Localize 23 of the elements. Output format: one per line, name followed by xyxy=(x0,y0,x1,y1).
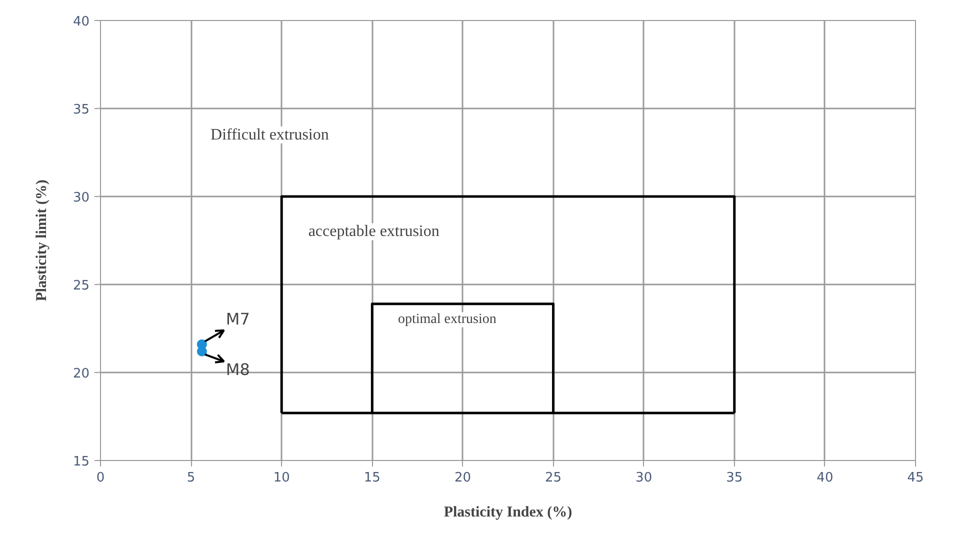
series-label: M7 xyxy=(226,309,250,328)
annotation: Difficult extrusion xyxy=(210,126,329,144)
y-tick-label: 25 xyxy=(72,278,90,294)
x-tick-label: 30 xyxy=(636,470,652,486)
annotation: acceptable extrusion xyxy=(308,223,440,240)
y-tick-label: 30 xyxy=(72,190,90,206)
x-tick-label: 40 xyxy=(816,470,834,486)
y-tick-label: 35 xyxy=(72,102,90,118)
x-tick-label: 10 xyxy=(273,470,290,486)
x-tick-label: 5 xyxy=(186,470,196,486)
y-axis-title: Plasticity limit (%) xyxy=(34,180,50,302)
x-axis-title: Plasticity Index (%) xyxy=(444,504,572,520)
x-tick-label: 15 xyxy=(364,470,380,486)
y-tick-label: 15 xyxy=(72,454,90,470)
y-tick-label: 40 xyxy=(72,14,90,30)
annotation: optimal extrusion xyxy=(398,312,496,328)
x-tick-label: 35 xyxy=(726,470,743,486)
x-tick-label: 45 xyxy=(907,470,924,486)
x-tick-label: 0 xyxy=(96,470,105,486)
series-label: M8 xyxy=(226,360,250,379)
x-tick-label: 25 xyxy=(545,470,562,486)
x-tick-label: 20 xyxy=(454,470,471,486)
y-tick-label: 20 xyxy=(72,366,90,382)
